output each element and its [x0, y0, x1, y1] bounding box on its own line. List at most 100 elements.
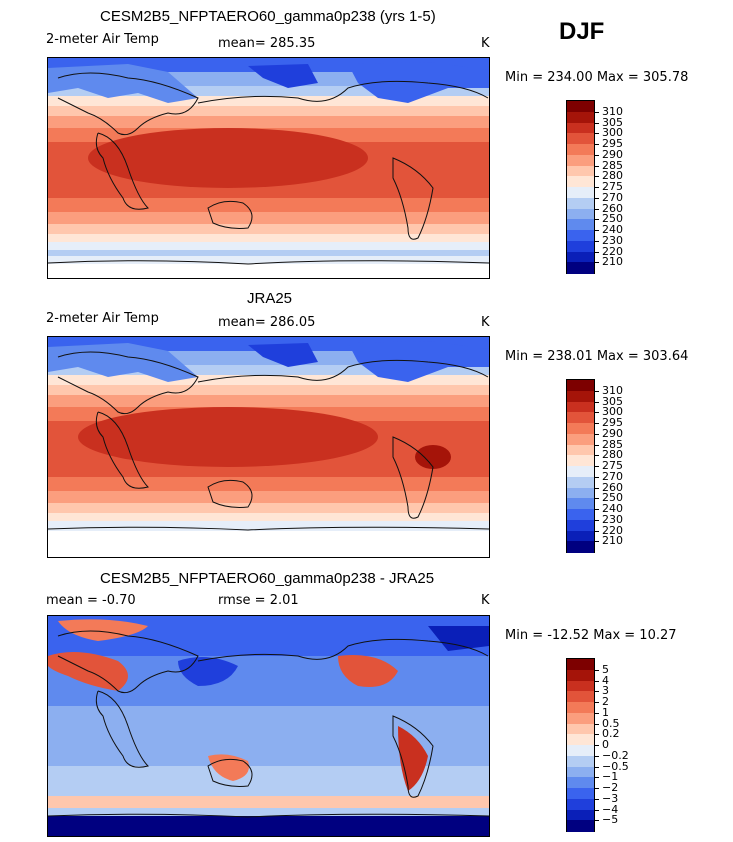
colorbar-tick-mark: [595, 433, 599, 435]
colorbar-tick-label: 250: [602, 212, 623, 226]
colorbar-swatch: [567, 219, 594, 231]
colorbar-swatch: [567, 659, 594, 671]
map-svg: [48, 337, 489, 557]
season-label: DJF: [559, 18, 605, 45]
colorbar-tick-label: 270: [602, 190, 623, 204]
colorbar-tick-label: 305: [602, 394, 623, 408]
colorbar-swatch: [567, 788, 594, 800]
panel-1-minmax: Min = 234.00 Max = 305.78: [505, 70, 689, 85]
colorbar-tick-mark: [595, 154, 599, 156]
colorbar-swatch: [567, 530, 594, 542]
colorbar-tick-label: 2: [602, 695, 609, 708]
colorbar-tick-label: −1: [602, 770, 619, 784]
colorbar-tick-mark: [595, 487, 599, 489]
colorbar-tick-mark: [595, 798, 599, 800]
colorbar-tick-label: 285: [602, 437, 623, 451]
colorbar-tick-label: 240: [602, 502, 623, 515]
panel-2-colorbar: [566, 379, 595, 553]
colorbar-tick-label: 210: [602, 534, 623, 548]
colorbar-tick-mark: [595, 820, 599, 822]
colorbar-tick-mark: [595, 401, 599, 403]
colorbar-tick-label: −4: [602, 802, 619, 816]
panel-3-colorbar: [566, 658, 595, 832]
panel-2-units: K: [481, 315, 490, 330]
colorbar-tick-mark: [595, 669, 599, 671]
colorbar-swatch: [567, 444, 594, 456]
colorbar-tick-mark: [595, 691, 599, 693]
map-svg: [48, 58, 489, 278]
colorbar-tick-label: 275: [602, 180, 623, 193]
colorbar-tick-label: 220: [602, 244, 623, 258]
colorbar-swatch: [567, 165, 594, 177]
colorbar-tick-label: 1: [602, 705, 609, 719]
panel-3-minmax: Min = -12.52 Max = 10.27: [505, 628, 677, 643]
colorbar-tick-label: 260: [602, 480, 623, 494]
panel-2-variable: 2-meter Air Temp: [46, 311, 159, 326]
panel-2-mean: mean= 286.05: [218, 315, 316, 330]
panel-1-colorbar: [566, 100, 595, 274]
colorbar-swatch: [567, 144, 594, 156]
colorbar-tick-mark: [595, 251, 599, 253]
colorbar-swatch: [567, 380, 594, 392]
colorbar-tick-mark: [595, 412, 599, 414]
colorbar-swatch: [567, 476, 594, 488]
colorbar-tick-label: 210: [602, 255, 623, 269]
panel-2-minmax: Min = 238.01 Max = 303.64: [505, 349, 689, 364]
colorbar-tick-label: 5: [602, 662, 609, 676]
colorbar-tick-mark: [595, 219, 599, 221]
colorbar-tick-mark: [595, 541, 599, 543]
colorbar-tick-mark: [595, 455, 599, 457]
colorbar-tick-mark: [595, 712, 599, 714]
colorbar-tick-mark: [595, 444, 599, 446]
colorbar-swatch: [567, 487, 594, 499]
colorbar-swatch: [567, 251, 594, 263]
colorbar-tick-label: −0.5: [602, 759, 629, 773]
panel-3-map: [47, 615, 490, 837]
colorbar-tick-mark: [595, 144, 599, 145]
colorbar-tick-label: 280: [602, 169, 623, 183]
colorbar-swatch: [567, 755, 594, 767]
colorbar-swatch: [567, 154, 594, 166]
colorbar-swatch: [567, 262, 594, 274]
colorbar-tick-label: 295: [602, 137, 623, 150]
colorbar-tick-label: 220: [602, 523, 623, 537]
colorbar-tick-mark: [595, 788, 599, 789]
colorbar-swatch: [567, 455, 594, 467]
colorbar-tick-mark: [595, 766, 599, 768]
colorbar-swatch: [567, 423, 594, 435]
colorbar-swatch: [567, 208, 594, 220]
colorbar-swatch: [567, 809, 594, 821]
colorbar-tick-label: −2: [602, 781, 619, 794]
panel-3-title: CESM2B5_NFPTAERO60_gamma0p238 - JRA25: [100, 570, 435, 587]
colorbar-swatch: [567, 230, 594, 242]
colorbar-tick-mark: [595, 723, 599, 725]
colorbar-tick-label: 250: [602, 491, 623, 505]
colorbar-tick-label: 260: [602, 201, 623, 215]
colorbar-tick-mark: [595, 734, 599, 736]
colorbar-swatch: [567, 745, 594, 757]
colorbar-tick-mark: [595, 262, 599, 264]
panel-1-mean: mean= 285.35: [218, 36, 316, 51]
colorbar-swatch: [567, 176, 594, 188]
colorbar-tick-label: 310: [602, 104, 623, 118]
colorbar-tick-label: 295: [602, 416, 623, 429]
colorbar-swatch: [567, 466, 594, 478]
colorbar-tick-label: −5: [602, 813, 619, 827]
colorbar-tick-mark: [595, 755, 599, 757]
colorbar-tick-label: 240: [602, 223, 623, 236]
colorbar-tick-mark: [595, 165, 599, 167]
colorbar-swatch: [567, 734, 594, 746]
colorbar-tick-mark: [595, 423, 599, 424]
colorbar-swatch: [567, 240, 594, 252]
colorbar-tick-mark: [595, 122, 599, 124]
colorbar-swatch: [567, 111, 594, 123]
colorbar-tick-mark: [595, 176, 599, 178]
colorbar-tick-mark: [595, 133, 599, 135]
colorbar-swatch: [567, 122, 594, 134]
colorbar-tick-label: 285: [602, 158, 623, 172]
colorbar-tick-mark: [595, 777, 599, 779]
colorbar-tick-label: −0.2: [602, 748, 629, 762]
colorbar-tick-label: 275: [602, 459, 623, 472]
colorbar-tick-mark: [595, 498, 599, 500]
colorbar-swatch: [567, 187, 594, 199]
